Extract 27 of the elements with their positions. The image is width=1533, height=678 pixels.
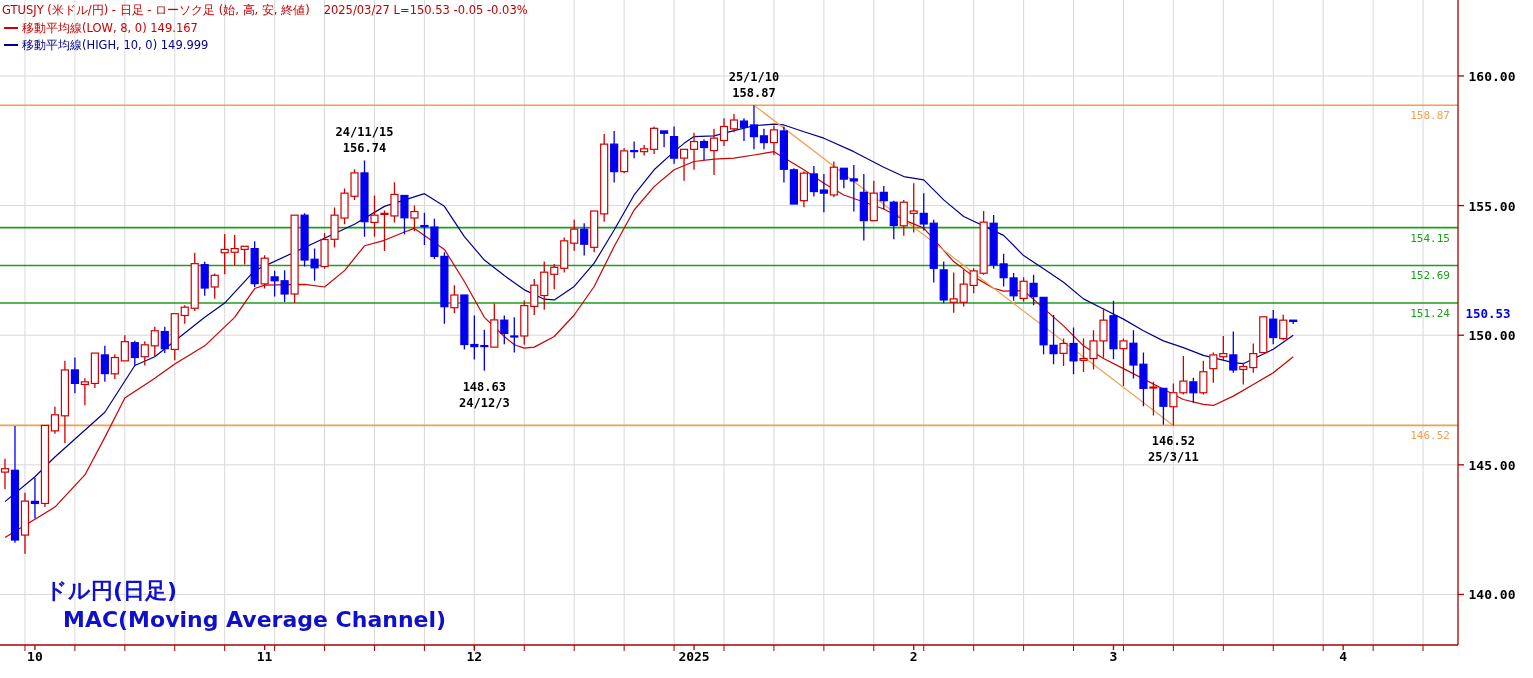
legend-item: 移動平均線(LOW, 8, 0) 149.167 bbox=[3, 21, 198, 35]
annotation: 148.63 24/12/3 bbox=[459, 379, 510, 410]
y-tick-label: 155.00 bbox=[1468, 198, 1516, 214]
ref-line-label: 146.52 bbox=[1410, 429, 1450, 443]
x-tick-label: 4 bbox=[1339, 649, 1348, 664]
chart-subtitle: 2025/03/27 L=150.53 -0.05 -0.03% bbox=[323, 3, 528, 17]
ref-line-label: 154.15 bbox=[1410, 231, 1450, 245]
x-tick-label: 2025 bbox=[678, 649, 710, 664]
y-tick-label: 150.00 bbox=[1468, 328, 1516, 344]
x-tick-label: 2 bbox=[909, 649, 918, 664]
annotation: ドル円(日足) bbox=[45, 578, 178, 603]
x-tick-label: 10 bbox=[27, 649, 43, 664]
chart-title: GTUSJY (米ドル/円) - 日足 - ローソク足 (始, 高, 安, 終値) bbox=[2, 3, 310, 17]
annotation: 25/1/10 158.87 bbox=[728, 70, 780, 101]
y-tick-label: 145.00 bbox=[1468, 457, 1516, 473]
annotation: 24/11/15 156.74 bbox=[335, 125, 394, 156]
y-tick-label: 140.00 bbox=[1468, 587, 1516, 603]
annotation: 146.52 25/3/11 bbox=[1148, 434, 1199, 465]
ref-line-label: 151.24 bbox=[1410, 307, 1451, 321]
x-tick-label: 11 bbox=[256, 649, 273, 664]
x-tick-label: 12 bbox=[466, 649, 483, 664]
ref-line-label: 152.69 bbox=[1410, 269, 1450, 283]
legend-item: 移動平均線(HIGH, 10, 0) 149.999 bbox=[3, 38, 209, 52]
x-tick-label: 3 bbox=[1109, 649, 1118, 664]
ref-line-label: 158.87 bbox=[1410, 109, 1450, 123]
y-tick-label: 160.00 bbox=[1468, 68, 1516, 84]
annotation: MAC(Moving Average Channel) bbox=[63, 607, 447, 632]
